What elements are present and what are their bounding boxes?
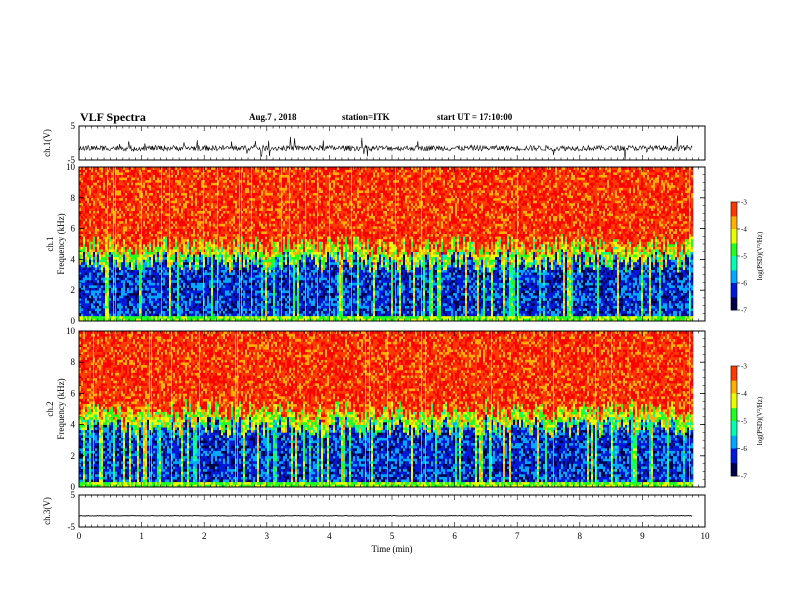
ch2-channel-label: ch.2 <box>45 401 55 416</box>
time-axis-label: Time (min) <box>372 544 413 554</box>
time-tick-label: 10 <box>701 531 711 541</box>
ch2-frequency-label: Frequency (kHz) <box>56 378 66 439</box>
ch1-ytick-label: 4 <box>71 254 76 264</box>
ch1-ytick-label: 2 <box>71 285 76 295</box>
spectrogram-2-cells <box>79 331 693 487</box>
colorbar-tick-label: -6 <box>741 445 747 453</box>
colorbar-tick-label: -3 <box>741 199 747 207</box>
colorbar-tick-label: -4 <box>741 390 747 398</box>
ch3-voltage-tick-label: -5 <box>68 522 76 532</box>
time-tick-label: 5 <box>390 531 395 541</box>
ch2-ytick-label: 8 <box>71 357 76 367</box>
colorbar-tick-label: -7 <box>741 473 747 481</box>
colorbar-tick-label: -6 <box>741 280 747 288</box>
ch2-ytick-label: 2 <box>71 451 76 461</box>
ch1-voltage-tick-label: 5 <box>71 121 76 131</box>
colorbar-tick-label: -7 <box>741 307 747 315</box>
colorbar-ch1 <box>731 202 737 310</box>
ch1-ytick-label: 8 <box>71 193 76 203</box>
time-tick-label: 8 <box>578 531 583 541</box>
ch3-voltage-tick-label: 5 <box>71 490 76 500</box>
colorbar-ch2 <box>731 366 737 476</box>
ch1-channel-label: ch.1 <box>45 236 55 251</box>
time-tick-label: 3 <box>265 531 270 541</box>
colorbar-tick-label: -3 <box>741 363 747 371</box>
ch1-frequency-label: Frequency (kHz) <box>56 213 66 274</box>
time-tick-label: 6 <box>452 531 457 541</box>
time-tick-label: 4 <box>327 531 332 541</box>
ch2-ytick-label: 10 <box>66 326 76 336</box>
ch1-voltage-tick-label: -5 <box>68 155 76 165</box>
time-tick-label: 0 <box>77 531 82 541</box>
colorbar-tick-label: -5 <box>741 253 747 261</box>
waveform-trace-ch1 <box>79 136 692 160</box>
time-tick-label: 1 <box>139 531 144 541</box>
colorbar-tick-label: -5 <box>741 418 747 426</box>
ch1-voltage-label: ch.1(V) <box>42 129 52 157</box>
spectrogram-1-cells <box>79 167 693 321</box>
ch1-ytick-label: 6 <box>71 224 76 234</box>
spectrogram-layer <box>79 167 737 487</box>
colorbar-label: log(PSD)(V²/Hz) <box>756 231 764 280</box>
colorbar-tick-label: -4 <box>741 226 747 234</box>
time-tick-label: 9 <box>640 531 645 541</box>
ch2-ytick-label: 6 <box>71 388 76 398</box>
ch1-ytick-label: 0 <box>71 316 76 326</box>
time-tick-label: 7 <box>515 531 520 541</box>
ch2-ytick-label: 4 <box>71 420 76 430</box>
ch3-voltage-label: ch.3(V) <box>42 497 52 525</box>
colorbar-label: log(PSD)(V²/Hz) <box>756 396 764 445</box>
panel-frame-1 <box>79 126 705 160</box>
time-tick-label: 2 <box>202 531 207 541</box>
